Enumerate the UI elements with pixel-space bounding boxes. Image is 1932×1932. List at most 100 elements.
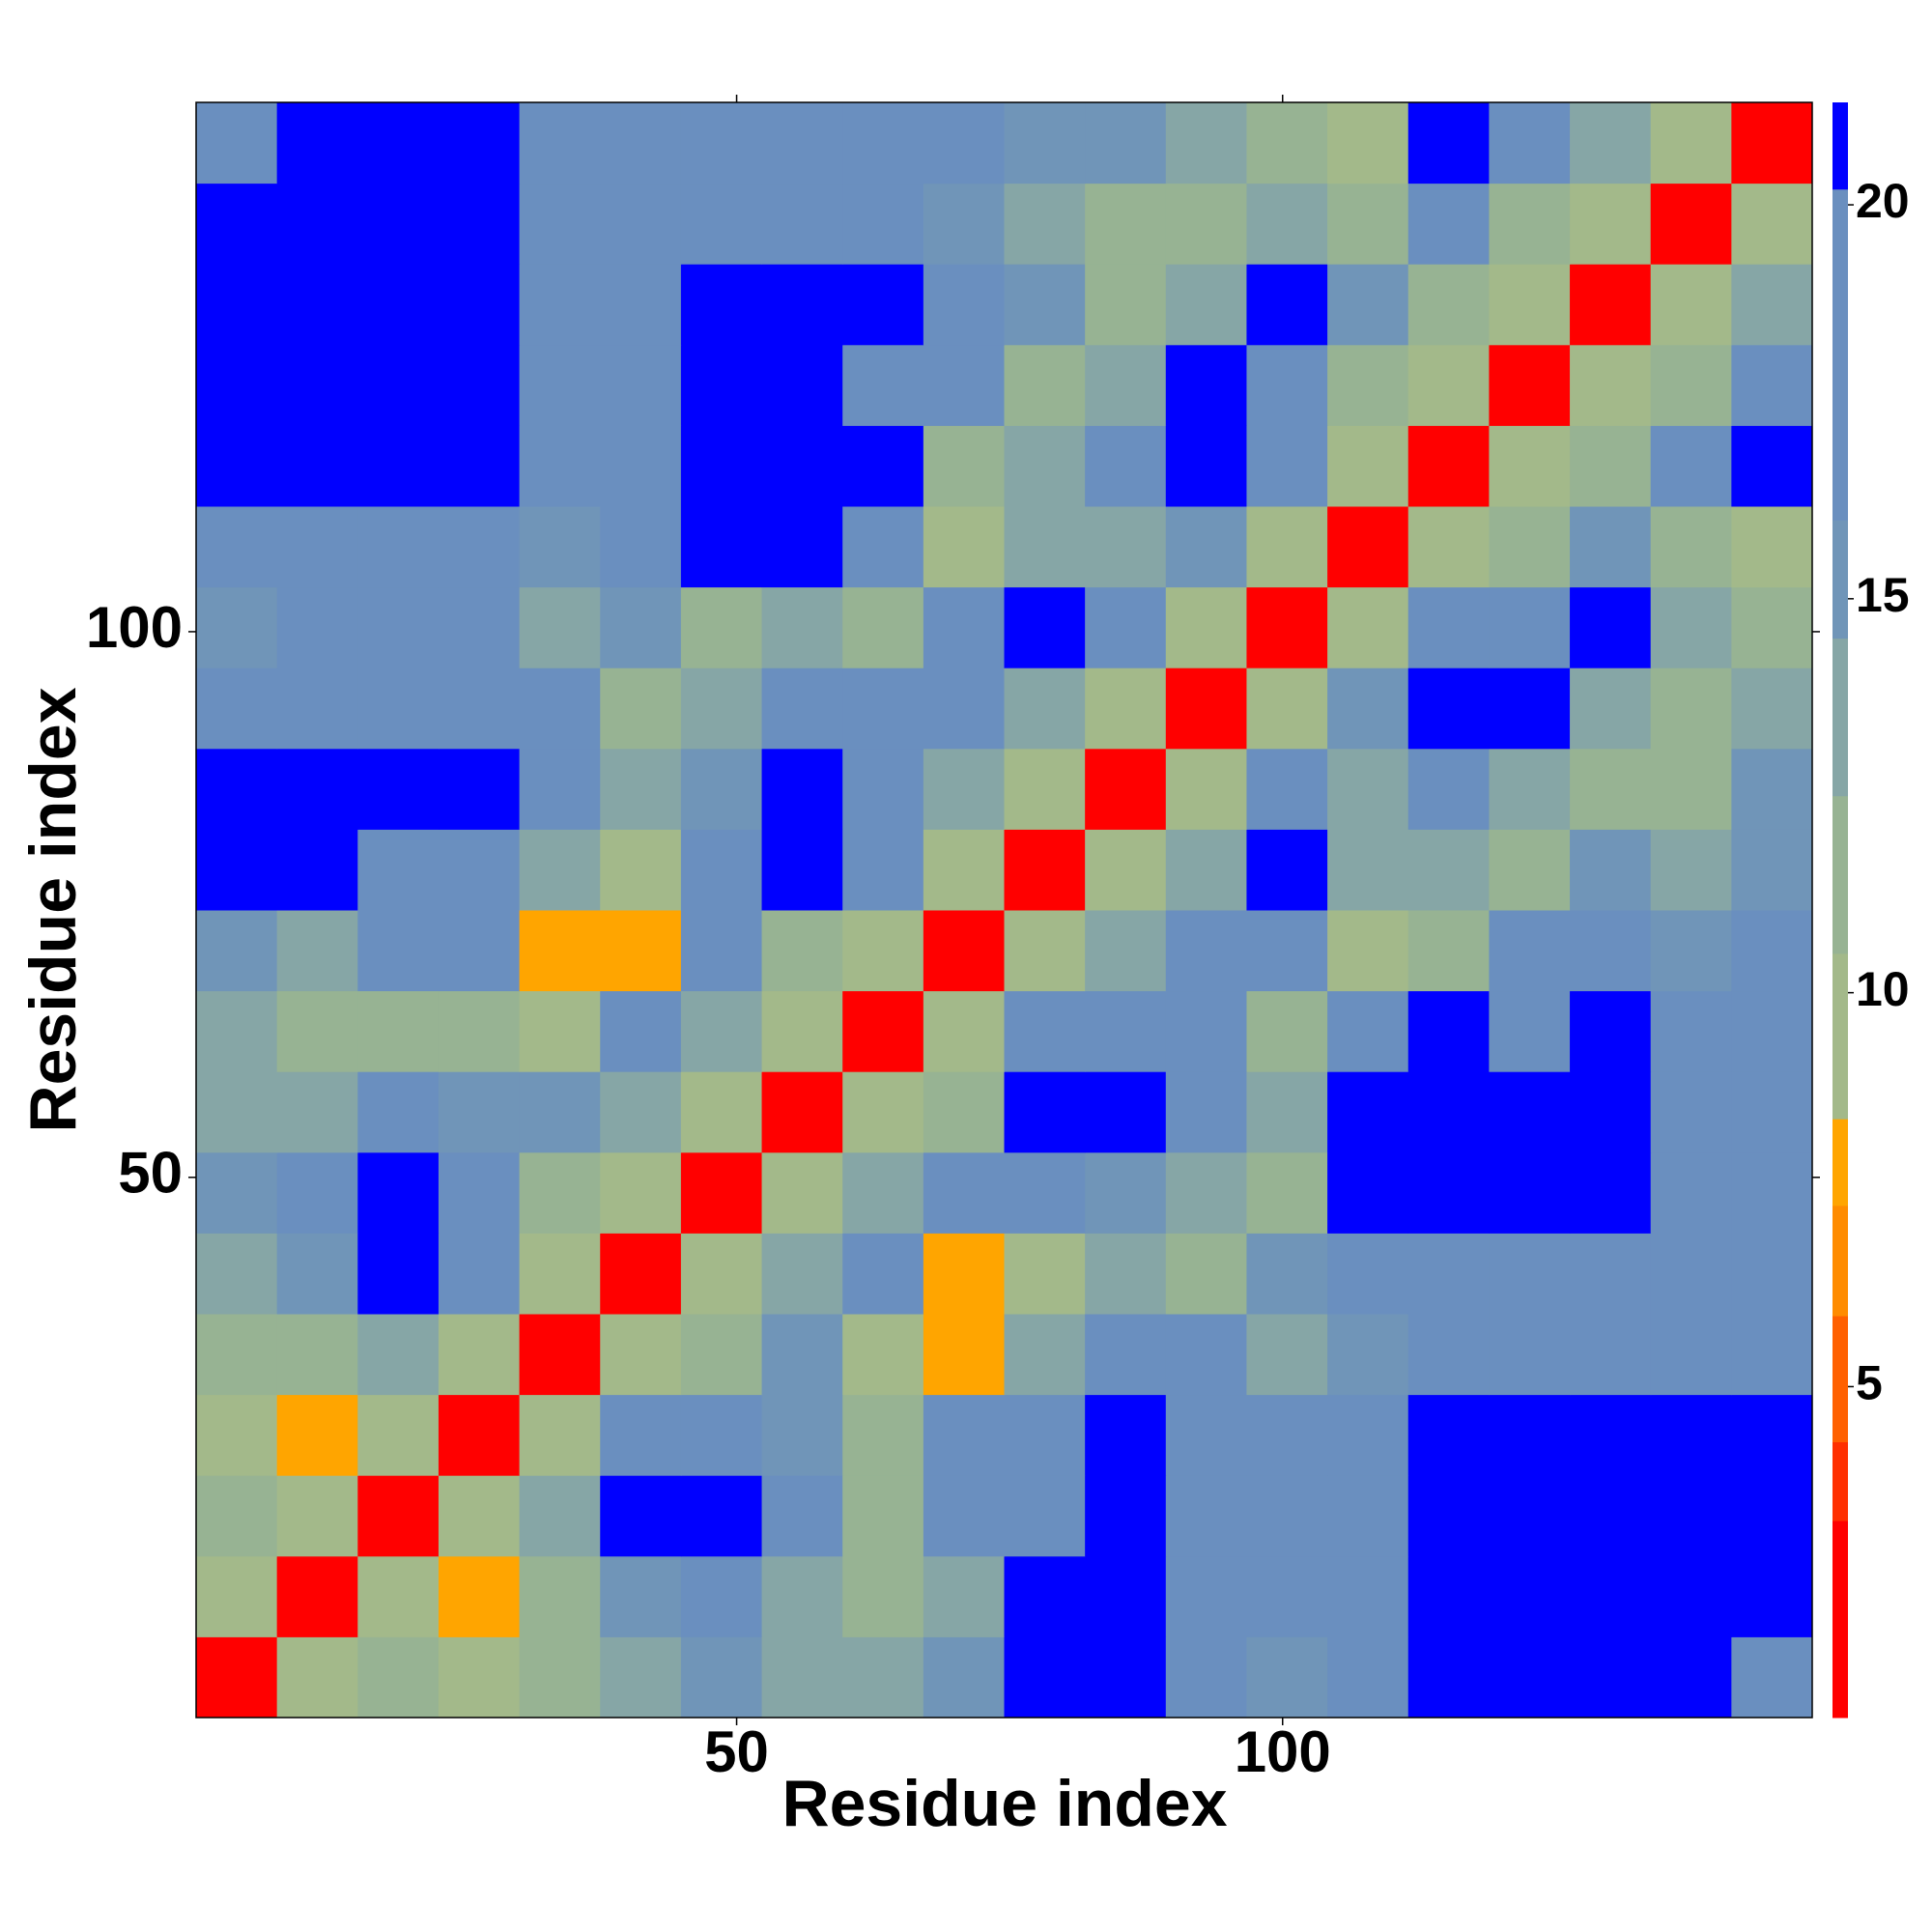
- heatmap-cell: [438, 1071, 521, 1153]
- heatmap-cell: [1731, 344, 1813, 426]
- heatmap-cell: [680, 1636, 763, 1719]
- heatmap-cell: [680, 668, 763, 750]
- heatmap-cell: [438, 344, 521, 426]
- heatmap-cell: [842, 183, 924, 265]
- heatmap-cell: [1327, 102, 1409, 185]
- colorbar-tick-label: 20: [1856, 174, 1910, 228]
- heatmap-cell: [761, 1636, 843, 1719]
- heatmap-cell: [1489, 748, 1571, 830]
- heatmap-cell: [438, 910, 521, 992]
- heatmap-cell: [196, 344, 278, 426]
- heatmap-cell: [1165, 1475, 1247, 1557]
- heatmap-cell: [923, 1394, 1005, 1476]
- heatmap-cell: [1327, 1071, 1409, 1153]
- heatmap-cell: [1004, 102, 1086, 185]
- heatmap-cell: [1004, 1636, 1086, 1719]
- heatmap-cell: [357, 829, 440, 911]
- heatmap-cell: [600, 990, 682, 1072]
- heatmap-cell: [1731, 1394, 1813, 1476]
- heatmap-cell: [357, 1636, 440, 1719]
- heatmap-cell: [680, 990, 763, 1072]
- heatmap-cell: [1407, 1394, 1490, 1476]
- heatmap-cell: [600, 344, 682, 426]
- heatmap-cell: [680, 1233, 763, 1315]
- heatmap-cell: [842, 1071, 924, 1153]
- heatmap-cell: [1570, 1071, 1652, 1153]
- heatmap-cell: [276, 344, 358, 426]
- heatmap-cell: [438, 1555, 521, 1637]
- heatmap-cell: [357, 344, 440, 426]
- heatmap-cell: [196, 1475, 278, 1557]
- heatmap-cell: [357, 102, 440, 185]
- heatmap-cell: [1731, 264, 1813, 346]
- heatmap-cell: [1489, 1394, 1571, 1476]
- heatmap-cell: [1165, 1233, 1247, 1315]
- heatmap-cell: [1246, 1314, 1328, 1396]
- heatmap-cell: [1731, 102, 1813, 185]
- heatmap-cell: [1004, 1475, 1086, 1557]
- heatmap-cell: [1650, 1314, 1732, 1396]
- heatmap-cell: [1489, 264, 1571, 346]
- heatmap-cell: [1004, 1555, 1086, 1637]
- heatmap-cell: [438, 1151, 521, 1234]
- heatmap-cell: [1246, 829, 1328, 911]
- heatmap-cell: [519, 586, 601, 668]
- heatmap-cell: [1407, 1071, 1490, 1153]
- heatmap-cell: [1570, 506, 1652, 588]
- heatmap-cell: [1085, 1151, 1167, 1234]
- heatmap-cell: [1407, 102, 1490, 185]
- heatmap-cell: [1327, 1151, 1409, 1234]
- heatmap-cell: [1731, 910, 1813, 992]
- heatmap-cell: [761, 1314, 843, 1396]
- heatmap-cell: [1570, 183, 1652, 265]
- heatmap-cell: [1407, 586, 1490, 668]
- heatmap-cell: [842, 910, 924, 992]
- heatmap-cell: [842, 344, 924, 426]
- heatmap-cell: [1004, 829, 1086, 911]
- heatmap-cell: [196, 1555, 278, 1637]
- heatmap-cell: [357, 1151, 440, 1234]
- heatmap-cell: [600, 264, 682, 346]
- heatmap-cell: [842, 990, 924, 1072]
- heatmap-cell: [1327, 425, 1409, 507]
- heatmap-cell: [1489, 102, 1571, 185]
- heatmap-cell: [1246, 264, 1328, 346]
- heatmap-cell: [842, 1394, 924, 1476]
- heatmap-cell: [600, 1555, 682, 1637]
- x-tick-label: 100: [1235, 1719, 1331, 1784]
- heatmap-cell: [438, 506, 521, 588]
- heatmap-cell: [196, 990, 278, 1072]
- heatmap-cell: [1004, 990, 1086, 1072]
- heatmap-cell: [600, 1475, 682, 1557]
- heatmap-cell: [842, 1475, 924, 1557]
- heatmap-cell: [680, 829, 763, 911]
- heatmap-cell: [276, 506, 358, 588]
- heatmap-cell: [923, 183, 1005, 265]
- heatmap-cell: [600, 1636, 682, 1719]
- heatmap-cell: [196, 910, 278, 992]
- heatmap-cell: [842, 1314, 924, 1396]
- heatmap-cell: [519, 506, 601, 588]
- heatmap-cell: [600, 668, 682, 750]
- heatmap-cell: [1570, 1233, 1652, 1315]
- heatmap-cell: [1489, 1151, 1571, 1234]
- heatmap-cell: [1489, 183, 1571, 265]
- heatmap-cell: [1489, 506, 1571, 588]
- heatmap-cell: [1650, 1636, 1732, 1719]
- colorbar: 5 10 15 20: [1833, 102, 1910, 1719]
- colorbar-segment: [1833, 102, 1848, 190]
- heatmap-cell: [519, 1555, 601, 1637]
- heatmap-cell: [1165, 425, 1247, 507]
- colorbar-segment: [1833, 188, 1848, 521]
- heatmap-cell: [1327, 264, 1409, 346]
- heatmap-cell: [1731, 668, 1813, 750]
- heatmap-cell: [196, 668, 278, 750]
- heatmap-cell: [1085, 425, 1167, 507]
- heatmap-cell: [276, 102, 358, 185]
- colorbar-segment: [1833, 952, 1848, 1120]
- heatmap-cell: [519, 910, 601, 992]
- heatmap-cell: [1570, 1636, 1652, 1719]
- heatmap-cell: [680, 1314, 763, 1396]
- heatmap-cell: [519, 1636, 601, 1719]
- heatmap-cell: [276, 1394, 358, 1476]
